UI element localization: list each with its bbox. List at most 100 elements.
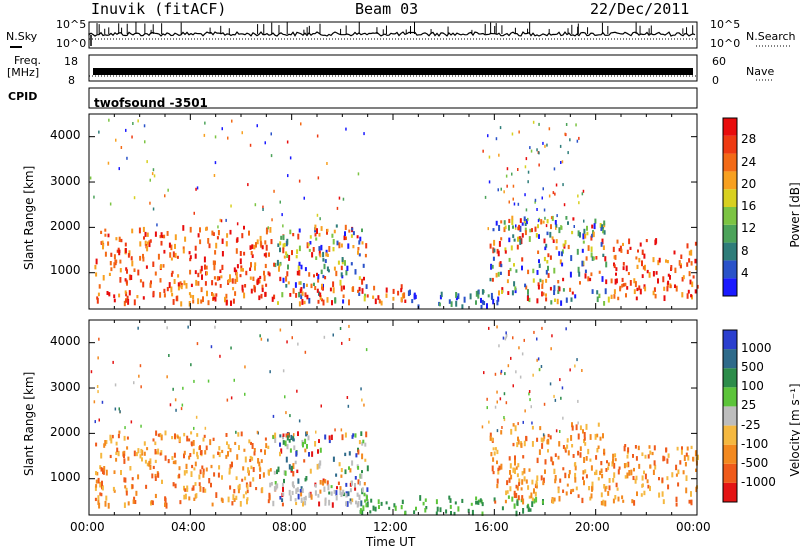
- power-cell: [539, 278, 542, 283]
- power-cell: [571, 230, 574, 235]
- velocity-cell: [554, 453, 557, 458]
- velocity-cell: [256, 430, 259, 434]
- velocity-cell: [652, 469, 655, 475]
- power-cell: [213, 264, 216, 271]
- velocity-cell: [143, 441, 146, 446]
- power-cell: [320, 269, 323, 275]
- power-cell: [536, 270, 539, 275]
- velocity-cell: [346, 396, 349, 399]
- power-cell: [287, 281, 290, 285]
- velocity-cell: [171, 456, 174, 460]
- power-cell: [118, 293, 121, 298]
- power-cell: [216, 276, 219, 281]
- power-cell: [488, 180, 491, 184]
- velocity-cell: [501, 506, 504, 511]
- velocity-cell: [500, 369, 503, 373]
- velocity-cell: [244, 476, 247, 481]
- velocity-cell: [307, 435, 310, 441]
- power-cell: [622, 262, 625, 266]
- velocity-cell: [583, 439, 585, 444]
- velocity-cell: [238, 483, 241, 490]
- power-cell: [554, 298, 556, 302]
- power-cell: [578, 201, 580, 205]
- velocity-cell: [461, 498, 464, 503]
- power-cell: [183, 280, 186, 286]
- power-cell: [591, 289, 594, 294]
- power-cell: [507, 291, 510, 295]
- power-cell: [628, 238, 631, 245]
- velocity-cell: [512, 467, 515, 473]
- power-cell: [154, 231, 157, 237]
- power-cell: [318, 246, 321, 251]
- power-cell: [579, 232, 581, 238]
- velocity-cell: [522, 508, 525, 514]
- power-cell: [549, 255, 552, 260]
- power-cell: [546, 260, 549, 264]
- power-cell: [633, 278, 636, 284]
- power-cell: [326, 162, 328, 165]
- power-cell: [308, 272, 311, 277]
- power-cell: [200, 287, 203, 293]
- power-cell: [221, 251, 224, 257]
- power-cell: [261, 245, 264, 250]
- velocity-cell: [182, 386, 184, 390]
- power-cell: [553, 267, 556, 274]
- velocity-cell: [602, 433, 604, 439]
- velocity-cell: [300, 497, 303, 504]
- velocity-cell: [282, 433, 285, 437]
- velocity-cell: [332, 456, 335, 462]
- velocity-cell: [504, 337, 507, 341]
- power-cell: [188, 251, 191, 255]
- velocity-cell: [354, 476, 357, 480]
- power-cell: [252, 276, 255, 281]
- power-colorbar-tick: 24: [741, 154, 757, 169]
- power-cell: [131, 228, 134, 234]
- power-cell: [214, 161, 217, 165]
- power-cell: [480, 305, 483, 309]
- power-cell: [185, 283, 188, 289]
- velocity-cell: [272, 500, 275, 507]
- power-cell: [557, 280, 560, 284]
- power-cell: [378, 299, 381, 304]
- velocity-cell: [647, 454, 650, 459]
- velocity-cell: [252, 477, 255, 482]
- velocity-cell: [199, 450, 202, 456]
- power-cell: [546, 219, 549, 224]
- velocity-cell: [536, 475, 539, 481]
- xtick-2000: 20:00: [575, 520, 610, 534]
- velocity-cell: [154, 493, 157, 499]
- velocity-cell: [105, 495, 108, 501]
- power-cell: [108, 118, 110, 122]
- velocity-cell: [360, 431, 363, 437]
- velocity-cell: [624, 444, 627, 448]
- velocity-cell: [533, 488, 535, 494]
- velocity-cell: [535, 480, 538, 486]
- power-cell: [320, 226, 323, 231]
- power-cell: [617, 296, 620, 301]
- power-cell: [310, 283, 313, 289]
- power-cell: [102, 243, 104, 250]
- power-cell: [497, 271, 500, 277]
- velocity-cell: [183, 470, 186, 476]
- velocity-cell: [576, 358, 578, 362]
- velocity-cell: [148, 460, 151, 467]
- power-cell: [679, 265, 682, 269]
- velocity-panel-bg: [89, 320, 697, 515]
- velocity-cell: [614, 453, 617, 458]
- velocity-cell: [301, 488, 304, 493]
- power-cell: [197, 233, 200, 238]
- power-cell: [304, 267, 307, 272]
- power-cell: [496, 300, 499, 306]
- velocity-cell: [531, 421, 533, 425]
- velocity-cell: [577, 421, 579, 425]
- velocity-cell: [638, 463, 641, 469]
- power-cell: [686, 243, 689, 249]
- power-cell: [93, 195, 95, 199]
- power-cell: [537, 282, 540, 287]
- power-cell: [347, 243, 350, 249]
- velocity-cell: [585, 474, 588, 479]
- power-cell: [314, 286, 317, 291]
- power-cell: [542, 292, 545, 296]
- velocity-cell: [232, 494, 235, 500]
- power-cell: [688, 258, 691, 263]
